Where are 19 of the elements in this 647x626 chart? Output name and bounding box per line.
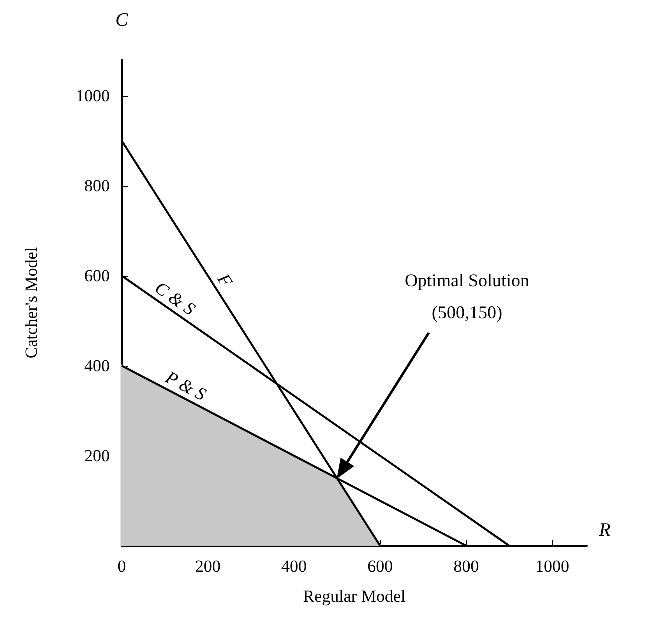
x-tick-label: 1000 (536, 557, 570, 576)
text: C & S (152, 278, 200, 320)
annotation: Optimal Solution (500,150) (405, 270, 530, 322)
text: R (598, 520, 612, 541)
x-tick-label: 200 (195, 557, 221, 576)
y-tick-label: 400 (84, 356, 110, 376)
y-axis-title: Catcher's Model (22, 247, 41, 359)
y-tick-label: 200 (84, 446, 110, 466)
y-tick-label: 600 (84, 266, 110, 286)
x-axis-title: Regular Model (303, 587, 406, 606)
x-tick-label: 0 (118, 557, 126, 576)
text: P & S (162, 366, 210, 405)
x-tick-label: 600 (368, 557, 394, 576)
text: C (116, 10, 129, 31)
y-tick-label: 1000 (76, 86, 110, 106)
x-tick-label: 800 (454, 557, 480, 576)
x-tick-label: 400 (281, 557, 307, 576)
y-tick-label: 800 (84, 176, 110, 196)
text: F (213, 269, 238, 292)
